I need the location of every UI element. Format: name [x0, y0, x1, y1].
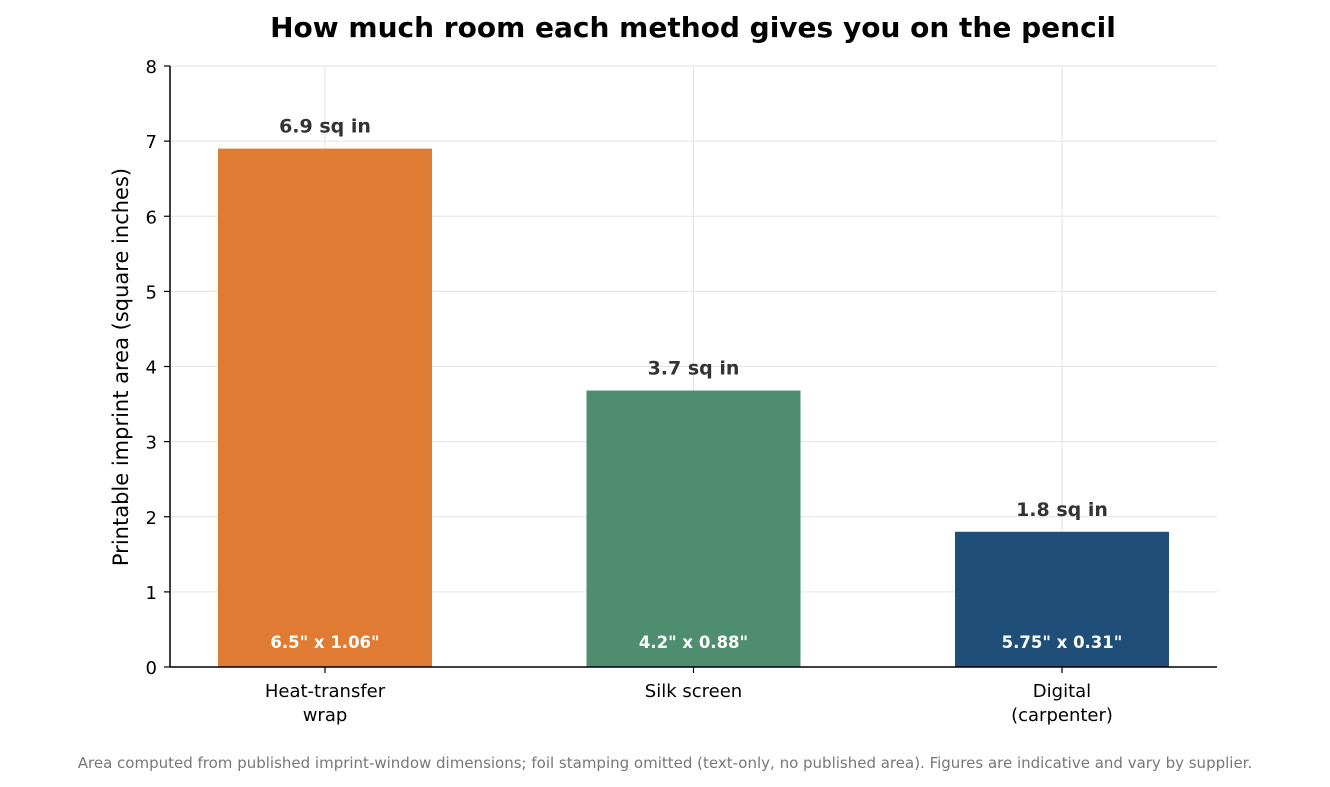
bar — [218, 148, 432, 667]
bar-dimension-label: 6.5" x 1.06" — [270, 633, 379, 652]
bar — [955, 531, 1169, 667]
bar-value-label: 3.7 sq in — [648, 358, 740, 380]
y-tick-label: 6 — [146, 207, 157, 228]
y-tick-label: 2 — [146, 508, 157, 529]
x-tick-label: Heat-transfer — [265, 681, 386, 702]
bar-value-label: 1.8 sq in — [1016, 499, 1108, 521]
y-tick-label: 1 — [146, 583, 157, 604]
x-tick-labels: Heat-transfer wrap Silk screen Digital (carp… — [265, 667, 1113, 726]
bars: 6.9 sq in 6.5" x 1.06" 3.7 sq in 4.2" x 0.8… — [218, 116, 1169, 667]
y-axis-label: Printable imprint area (square inches) — [109, 168, 133, 566]
x-tick-label: Digital — [1033, 681, 1091, 702]
bar-dimension-label: 5.75" x 0.31" — [1002, 633, 1123, 652]
y-tick-label: 0 — [146, 658, 157, 679]
x-tick-label: Silk screen — [645, 681, 742, 702]
y-tick-label: 7 — [146, 132, 157, 153]
y-tick-label: 8 — [146, 57, 157, 78]
y-tick-label: 5 — [146, 282, 157, 303]
y-ticks: 0 1 2 3 4 5 6 7 8 — [146, 57, 170, 679]
footnote: Area computed from published imprint-win… — [78, 754, 1252, 772]
bar — [586, 390, 801, 667]
chart-title: How much room each method gives you on t… — [270, 11, 1116, 44]
y-tick-label: 4 — [146, 358, 157, 379]
y-tick-label: 3 — [146, 433, 157, 454]
x-tick-label: wrap — [303, 705, 348, 726]
bar-value-label: 6.9 sq in — [279, 116, 371, 138]
bar-dimension-label: 4.2" x 0.88" — [639, 633, 748, 652]
x-tick-label: (carpenter) — [1011, 705, 1113, 726]
